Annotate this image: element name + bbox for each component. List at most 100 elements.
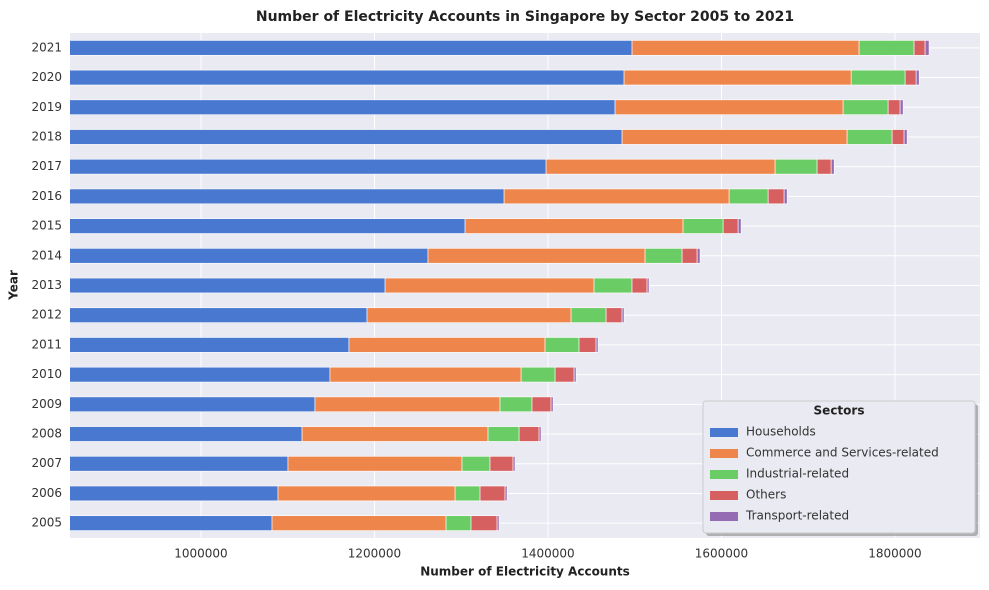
bar-segment (70, 69, 625, 86)
bar-segment (830, 158, 835, 175)
x-tick-label: 1000000 (174, 547, 227, 561)
bar-segment (271, 515, 447, 531)
legend-box (702, 400, 976, 534)
legend-label: Others (746, 488, 786, 502)
bar-segment (348, 337, 546, 353)
y-tick-label: 2016 (31, 189, 62, 203)
legend-label: Households (746, 425, 816, 439)
y-tick-label: 2011 (31, 337, 62, 351)
y-tick-label: 2007 (31, 456, 62, 470)
y-tick-label: 2008 (31, 427, 62, 441)
bar-segment (696, 248, 701, 264)
bar-segment (722, 218, 739, 234)
legend-label: Commerce and Services-related (746, 446, 939, 460)
x-axis-label: Number of Electricity Accounts (420, 565, 630, 579)
y-tick-label: 2021 (31, 40, 62, 54)
bar-segment (470, 515, 498, 531)
y-tick-label: 2014 (31, 248, 62, 262)
bar-segment (301, 426, 489, 442)
bar-segment (479, 485, 506, 502)
bar-segment (644, 248, 683, 264)
bar-segment (595, 337, 599, 353)
bar-segment (70, 99, 616, 115)
y-tick-label: 2010 (31, 367, 62, 381)
bar-segment (554, 366, 575, 383)
legend-label: Transport-related (745, 509, 849, 523)
bar-segment (545, 158, 776, 175)
bar-segment (427, 248, 646, 264)
bar-segment (924, 40, 930, 56)
bar-segment (489, 456, 514, 472)
bar-segment (774, 158, 818, 175)
bar-segment (887, 99, 901, 115)
bar-segment (728, 188, 769, 205)
bar-segment (846, 129, 893, 145)
bar-segment (578, 337, 597, 353)
bar-segment (681, 248, 698, 264)
bar-segment (904, 69, 917, 86)
bar-segment (570, 307, 607, 323)
legend-swatch (710, 428, 738, 437)
bar-segment (842, 99, 889, 115)
bar-segment (631, 277, 648, 294)
legend-swatch (710, 512, 738, 521)
bar-segment (454, 485, 481, 502)
bar-segment (531, 396, 552, 413)
bar-segment (503, 188, 730, 205)
bar-segment (682, 218, 724, 234)
bar-segment (538, 426, 542, 442)
y-tick-label: 2013 (31, 278, 62, 292)
bar-segment (614, 99, 844, 115)
legend: Sectors Households Commerce and Services-… (702, 400, 978, 536)
bar-segment (70, 218, 466, 234)
bar-segment (384, 277, 595, 294)
x-tick-label: 1400000 (521, 547, 574, 561)
bar-segment (496, 515, 500, 531)
bar-segment (512, 456, 516, 472)
legend-swatch (710, 491, 738, 500)
bar-segment (314, 396, 501, 413)
y-tick-label: 2006 (31, 486, 62, 500)
bar-segment (816, 158, 832, 175)
bar-segment (631, 40, 860, 56)
bar-segment (445, 515, 472, 531)
legend-label: Industrial-related (746, 467, 849, 481)
y-tick-label: 2015 (31, 219, 62, 233)
bar-segment (850, 69, 906, 86)
y-tick-label: 2005 (31, 516, 62, 530)
x-tick-label: 1600000 (695, 547, 748, 561)
y-tick-label: 2018 (31, 129, 62, 143)
bar-segment (891, 129, 905, 145)
bar-segment (623, 69, 852, 86)
bars (70, 40, 930, 531)
labels: 1000000 1200000 1400000 1600000 1800000 2005 2… (31, 40, 921, 560)
x-tick-label: 1200000 (348, 547, 401, 561)
y-tick-label: 2019 (31, 100, 62, 114)
bar-segment (544, 337, 580, 353)
bar-segment (605, 307, 623, 323)
bar-segment (767, 188, 785, 205)
bar-segment (499, 396, 533, 413)
bar-segment (593, 277, 633, 294)
bar-segment (573, 366, 577, 383)
bar-segment (899, 99, 904, 115)
bar-segment (70, 158, 547, 175)
bar-segment (70, 40, 633, 56)
chart-title: Number of Electricity Accounts in Singap… (256, 9, 794, 25)
legend-swatch (710, 470, 738, 479)
bar-segment (621, 129, 848, 145)
bar-segment (504, 485, 508, 502)
bar-segment (366, 307, 572, 323)
bar-segment (287, 456, 463, 472)
legend-title: Sectors (814, 404, 865, 418)
bar-segment (913, 40, 926, 56)
bar-segment (70, 248, 429, 264)
legend-swatch (710, 449, 738, 458)
y-tick-label: 2017 (31, 159, 62, 173)
x-tick-label: 1800000 (868, 547, 921, 561)
bar-segment (520, 366, 556, 383)
bar-segment (858, 40, 915, 56)
y-tick-label: 2012 (31, 308, 62, 322)
bar-segment (737, 218, 742, 234)
